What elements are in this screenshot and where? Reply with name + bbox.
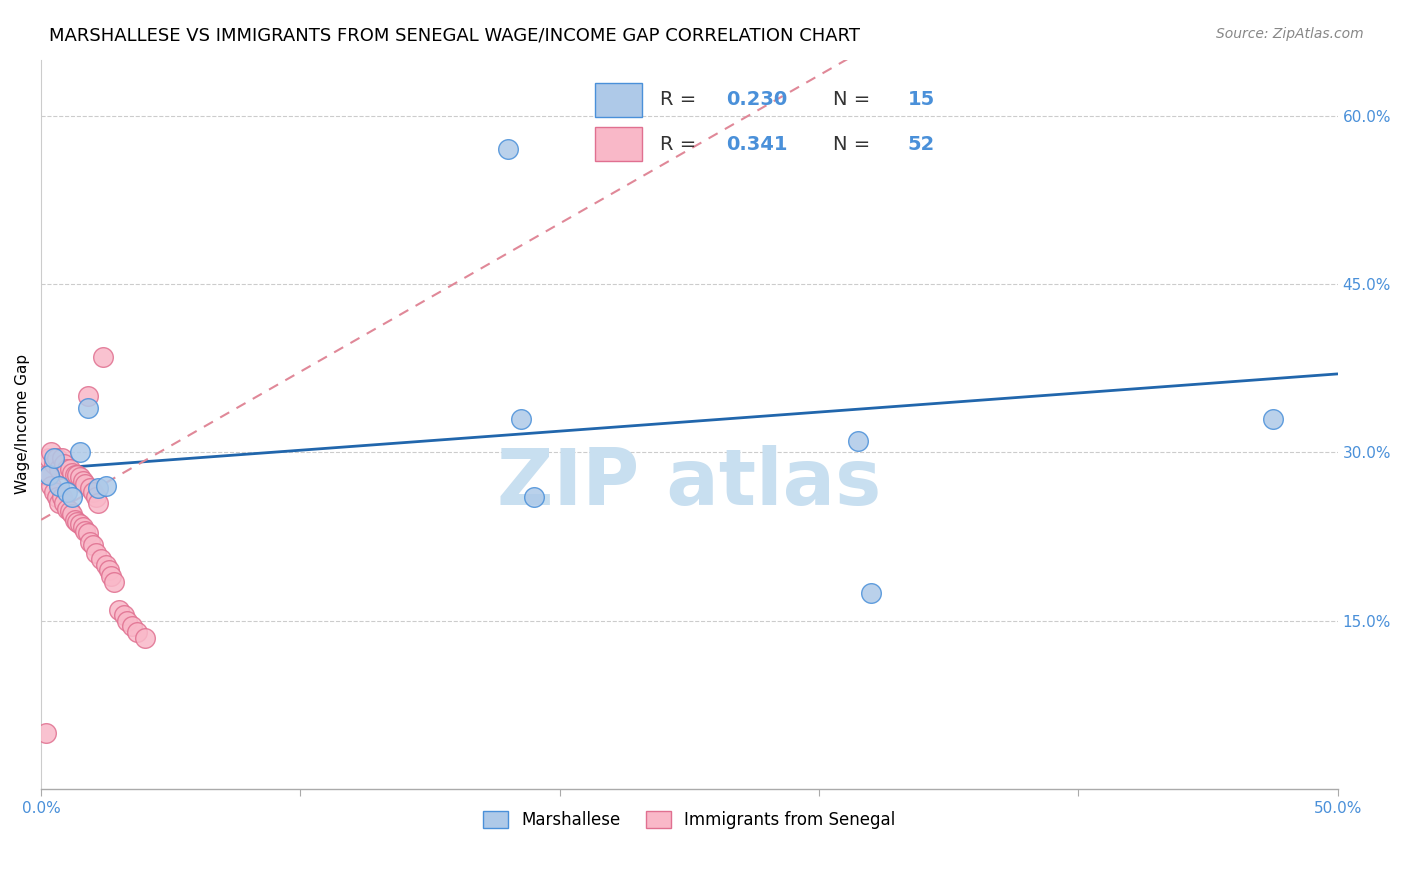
- Point: [84, 547, 107, 561]
- Point: [859, 586, 882, 600]
- Point: [103, 574, 125, 589]
- Point: [108, 602, 131, 616]
- Point: [79, 482, 101, 496]
- Point: [115, 614, 138, 628]
- Point: [69, 445, 91, 459]
- Point: [56, 484, 79, 499]
- Point: [69, 470, 91, 484]
- Point: [51, 491, 73, 505]
- Point: [90, 552, 112, 566]
- Point: [35, 726, 58, 740]
- Point: [48, 496, 70, 510]
- Point: [100, 569, 122, 583]
- Point: [846, 434, 869, 449]
- Point: [94, 558, 117, 572]
- Point: [134, 631, 156, 645]
- Point: [60, 466, 83, 480]
- Point: [72, 519, 94, 533]
- Point: [523, 491, 546, 505]
- Point: [42, 457, 65, 471]
- Point: [60, 491, 83, 505]
- Text: ZIP atlas: ZIP atlas: [498, 445, 882, 521]
- Point: [496, 142, 519, 156]
- Point: [87, 482, 110, 496]
- Point: [75, 476, 97, 491]
- Point: [509, 412, 531, 426]
- Point: [48, 462, 70, 476]
- Point: [112, 608, 135, 623]
- Text: MARSHALLESE VS IMMIGRANTS FROM SENEGAL WAGE/INCOME GAP CORRELATION CHART: MARSHALLESE VS IMMIGRANTS FROM SENEGAL W…: [49, 27, 860, 45]
- Point: [56, 501, 79, 516]
- Point: [59, 504, 82, 518]
- Point: [35, 467, 58, 482]
- Point: [41, 445, 63, 459]
- Point: [76, 389, 98, 403]
- Point: [42, 484, 65, 499]
- Legend: Marshallese, Immigrants from Senegal: Marshallese, Immigrants from Senegal: [477, 804, 903, 836]
- Point: [56, 462, 79, 476]
- Point: [53, 496, 76, 510]
- Text: Source: ZipAtlas.com: Source: ZipAtlas.com: [1216, 27, 1364, 41]
- Point: [38, 467, 60, 482]
- Point: [125, 625, 148, 640]
- Point: [59, 462, 82, 476]
- Point: [45, 451, 67, 466]
- Point: [82, 484, 104, 499]
- Point: [42, 451, 65, 466]
- Point: [66, 515, 89, 529]
- Point: [76, 526, 98, 541]
- Point: [45, 491, 67, 505]
- Point: [121, 619, 143, 633]
- Point: [82, 537, 104, 551]
- Point: [79, 535, 101, 549]
- Y-axis label: Wage/Income Gap: Wage/Income Gap: [15, 354, 30, 494]
- Point: [97, 563, 120, 577]
- Point: [41, 479, 63, 493]
- Point: [1261, 412, 1284, 426]
- Point: [53, 457, 76, 471]
- Point: [84, 491, 107, 505]
- Point: [48, 479, 70, 493]
- Point: [76, 401, 98, 415]
- Point: [93, 350, 115, 364]
- Point: [69, 517, 91, 532]
- Point: [87, 496, 110, 510]
- Point: [60, 507, 83, 521]
- Point: [38, 451, 60, 466]
- Point: [72, 474, 94, 488]
- Point: [63, 513, 86, 527]
- Point: [63, 467, 86, 482]
- Point: [66, 467, 89, 482]
- Point: [94, 479, 117, 493]
- Point: [51, 451, 73, 466]
- Point: [75, 524, 97, 538]
